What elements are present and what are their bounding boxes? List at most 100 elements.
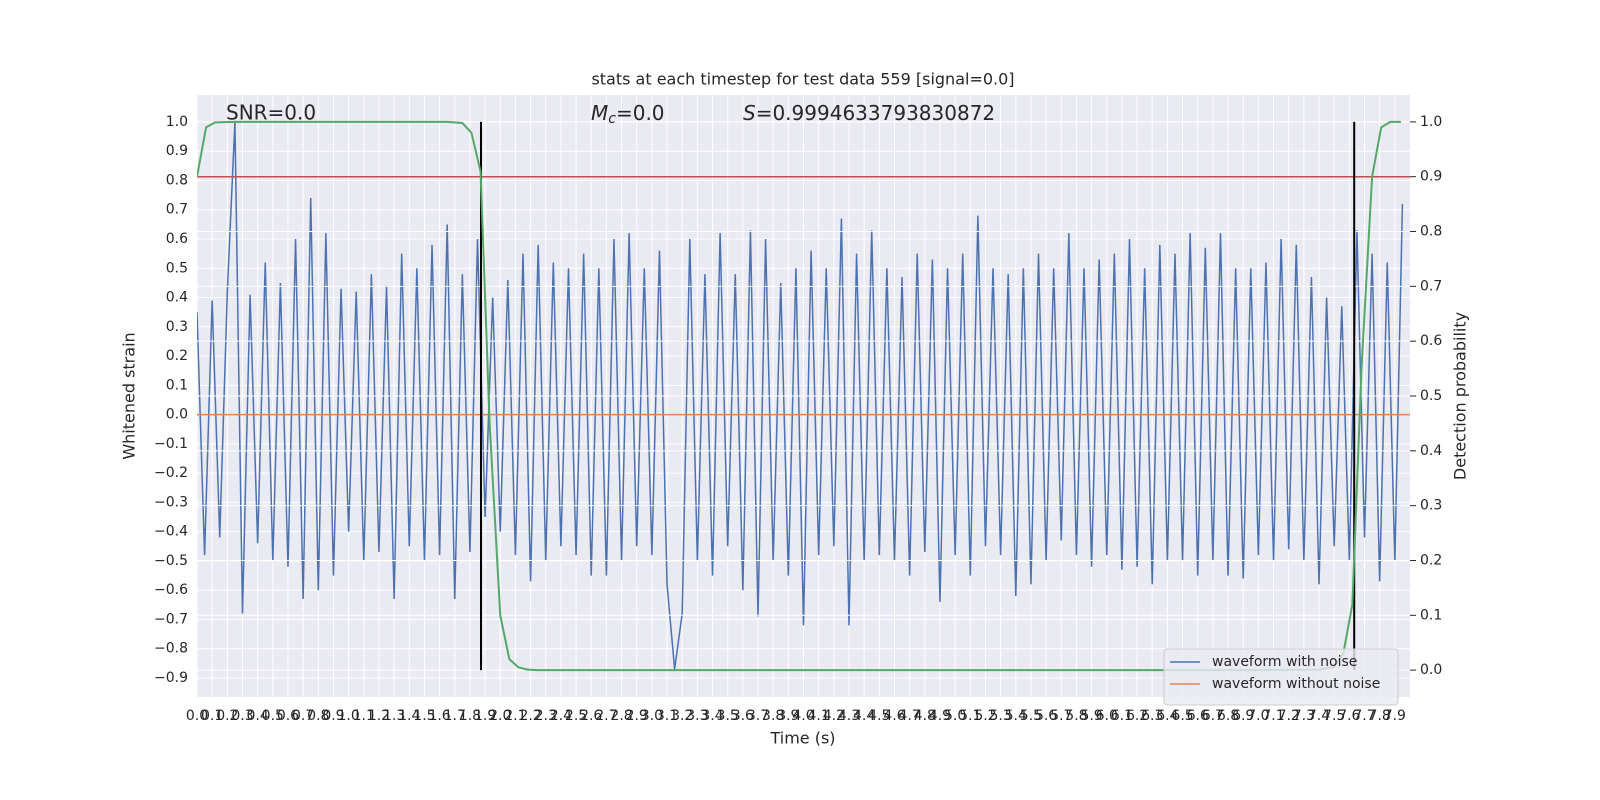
x-tick-label: 4.7 <box>899 708 921 724</box>
y-tick-label: −0.7 <box>154 611 188 627</box>
x-tick-label: 3.6 <box>732 708 754 724</box>
x-tick-label: 7.0 <box>1247 708 1269 724</box>
chart-title: stats at each timestep for test data 559… <box>591 70 1014 89</box>
x-tick-label: 4.6 <box>883 708 905 724</box>
x-tick-label: 1.5 <box>413 708 435 724</box>
y-tick-label: 0.1 <box>166 377 188 393</box>
mc-text: =0.0 <box>616 101 665 125</box>
x-tick-label: 3.1 <box>656 708 678 724</box>
y-axis-label: Whitened strain <box>120 332 139 459</box>
x-tick-label: 2.9 <box>626 708 648 724</box>
x-tick-label: 5.7 <box>1050 708 1072 724</box>
x-tick-label: 0.6 <box>277 708 299 724</box>
x-tick-label: 1.8 <box>459 708 481 724</box>
x-tick-label: 2.8 <box>610 708 632 724</box>
y-tick-label: 0.3 <box>166 319 188 335</box>
s-annotation: S=0.9994633793830872 <box>743 101 995 125</box>
y2-tick-label: 0.8 <box>1420 224 1442 240</box>
y-tick-label: −0.2 <box>154 465 188 481</box>
y-tick-label: −0.6 <box>154 582 188 598</box>
x-tick-label: 6.8 <box>1217 708 1239 724</box>
x-tick-label: 7.5 <box>1323 708 1345 724</box>
ticks: 0.00.10.20.30.40.50.60.70.80.91.01.11.21… <box>154 114 1442 724</box>
x-tick-label: 6.3 <box>1141 708 1163 724</box>
x-tick-label: 0.8 <box>307 708 329 724</box>
y-tick-label: −0.9 <box>154 670 188 686</box>
y-tick-label: 0.8 <box>166 172 188 188</box>
x-tick-label: 5.5 <box>1020 708 1042 724</box>
y-tick-label: 0.5 <box>166 260 188 276</box>
x-tick-label: 7.4 <box>1308 708 1330 724</box>
x-tick-label: 6.2 <box>1126 708 1148 724</box>
x-tick-label: 2.4 <box>550 708 572 724</box>
x-tick-label: 0.9 <box>322 708 344 724</box>
x-tick-label: 3.9 <box>777 708 799 724</box>
x-tick-label: 3.7 <box>747 708 769 724</box>
x-tick-label: 7.1 <box>1262 708 1284 724</box>
x-tick-label: 5.8 <box>1065 708 1087 724</box>
x-tick-label: 4.5 <box>868 708 890 724</box>
legend-label: waveform with noise <box>1212 654 1357 670</box>
x-tick-label: 2.1 <box>504 708 526 724</box>
x-tick-label: 6.6 <box>1187 708 1209 724</box>
x-tick-label: 7.3 <box>1293 708 1315 724</box>
x-tick-label: 1.0 <box>337 708 359 724</box>
x-tick-label: 1.9 <box>474 708 496 724</box>
snr-annotation: SNR=0.0 <box>226 101 316 125</box>
x-tick-label: 1.4 <box>398 708 420 724</box>
legend: waveform with noise waveform without nois… <box>1163 648 1399 706</box>
x-tick-label: 0.5 <box>262 708 284 724</box>
y2-tick-label: 0.3 <box>1420 498 1442 514</box>
x-tick-label: 3.0 <box>641 708 663 724</box>
y2-axis-label: Detection probability <box>1451 312 1470 480</box>
mc-subscript: c <box>608 111 616 127</box>
x-tick-label: 5.9 <box>1080 708 1102 724</box>
y-tick-label: −0.1 <box>154 436 188 452</box>
x-tick-label: 4.9 <box>929 708 951 724</box>
mc-annotation: Mc=0.0 <box>591 101 665 128</box>
x-tick-label: 6.1 <box>1111 708 1133 724</box>
y-tick-label: −0.3 <box>154 494 188 510</box>
y-tick-label: −0.8 <box>154 641 188 657</box>
y2-tick-label: 0.2 <box>1420 552 1442 568</box>
x-tick-label: 2.6 <box>580 708 602 724</box>
x-tick-label: 0.4 <box>247 708 269 724</box>
x-tick-label: 4.3 <box>838 708 860 724</box>
y-tick-label: 0.4 <box>166 290 188 306</box>
x-tick-label: 5.0 <box>944 708 966 724</box>
x-tick-label: 3.2 <box>671 708 693 724</box>
y-tick-label: 0.0 <box>166 407 188 423</box>
x-tick-label: 7.7 <box>1353 708 1375 724</box>
x-tick-label: 3.8 <box>762 708 784 724</box>
x-tick-label: 0.2 <box>216 708 238 724</box>
x-tick-label: 2.5 <box>565 708 587 724</box>
x-tick-label: 1.3 <box>383 708 405 724</box>
x-tick-label: 7.6 <box>1338 708 1360 724</box>
x-tick-label: 0.7 <box>292 708 314 724</box>
x-tick-label: 5.2 <box>974 708 996 724</box>
probability-line <box>197 120 1401 672</box>
plot-above <box>197 120 1410 672</box>
y-tick-label: 1.0 <box>166 114 188 130</box>
x-tick-label: 4.8 <box>914 708 936 724</box>
s-text: =0.9994633793830872 <box>756 101 995 125</box>
y-tick-label: 0.6 <box>166 231 188 247</box>
x-tick-label: 4.1 <box>808 708 830 724</box>
y2-tick-label: 0.9 <box>1420 169 1442 185</box>
x-tick-label: 3.3 <box>686 708 708 724</box>
x-tick-label: 1.6 <box>428 708 450 724</box>
x-tick-label: 6.0 <box>1096 708 1118 724</box>
y-tick-label: −0.5 <box>154 553 188 569</box>
y-tick-label: 0.2 <box>166 348 188 364</box>
y2-tick-label: 0.7 <box>1420 278 1442 294</box>
y-tick-label: −0.4 <box>154 524 188 540</box>
legend-label: waveform without noise <box>1212 676 1380 692</box>
y2-tick-label: 0.1 <box>1420 607 1442 623</box>
s-symbol: S <box>743 101 756 125</box>
x-tick-label: 0.3 <box>231 708 253 724</box>
x-tick-label: 6.4 <box>1156 708 1178 724</box>
y-tick-label: 0.7 <box>166 202 188 218</box>
x-tick-label: 3.5 <box>717 708 739 724</box>
x-tick-label: 0.0 <box>186 708 208 724</box>
